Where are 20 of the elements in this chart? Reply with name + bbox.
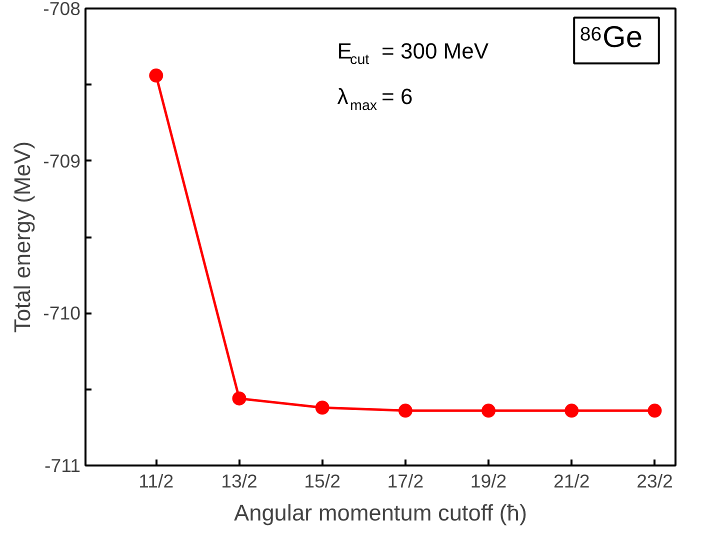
point [564, 404, 579, 418]
x-tick-label: 19/2 [470, 470, 507, 492]
y-axis-title: Total energy (MeV) [9, 141, 36, 333]
x-tick-label: 13/2 [221, 470, 258, 492]
point [648, 404, 662, 418]
point [315, 400, 330, 415]
point [232, 391, 246, 406]
x-tick-label: 15/2 [304, 470, 340, 492]
point [482, 404, 496, 418]
y-tick-label: -711 [44, 455, 81, 476]
point [398, 404, 412, 418]
x-tick-label: 21/2 [553, 470, 590, 492]
x-tick-label: 17/2 [387, 470, 424, 492]
x-tick-label: 23/2 [636, 470, 673, 492]
x-tick-label: 11/2 [138, 470, 174, 492]
x-axis-title: Angular momentum cutoff (ħ) [234, 500, 527, 526]
y-tick-label: -708 [43, 0, 81, 19]
y-tick-label: -709 [43, 150, 81, 172]
y-tick-label: -710 [43, 302, 81, 324]
point [149, 68, 164, 83]
